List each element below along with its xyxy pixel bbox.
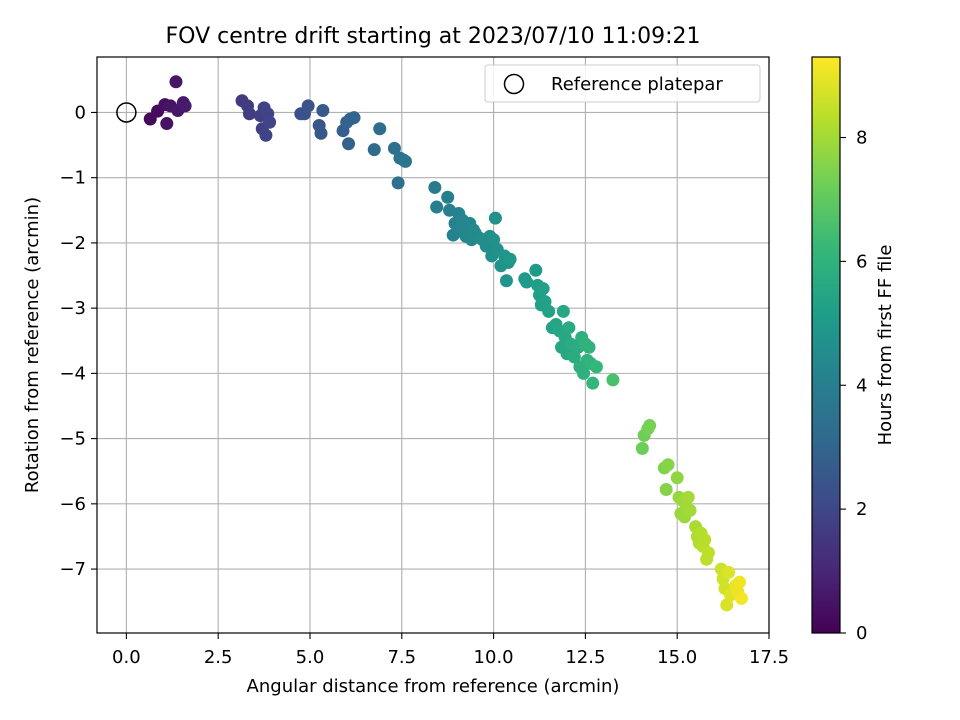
data-point [556, 304, 570, 318]
colorbar-ticks: 0 2 4 6 8 [840, 128, 867, 644]
data-point [314, 126, 328, 140]
data-point [659, 482, 673, 496]
colorbar-tick-label: 6 [856, 251, 867, 272]
y-tick-label: −2 [59, 233, 86, 254]
x-axis-label: Angular distance from reference (arcmin) [247, 676, 620, 697]
data-point [542, 304, 556, 318]
x-tick-label: 10.0 [474, 647, 514, 668]
data-point [661, 458, 675, 472]
y-axis-label: Rotation from reference (arcmin) [22, 197, 43, 493]
data-point [398, 154, 412, 168]
data-point [242, 107, 256, 121]
data-point [387, 141, 401, 155]
grid-lines [97, 57, 770, 633]
y-tick-label: −6 [59, 494, 86, 515]
x-tick-label: 7.5 [387, 647, 416, 668]
data-point [160, 117, 174, 131]
legend-entry-label: Reference platepar [551, 74, 723, 95]
colorbar-frame [811, 56, 841, 634]
x-tick-label: 15.0 [657, 647, 697, 668]
data-point [488, 211, 502, 225]
data-point [701, 546, 715, 560]
y-tick-label: −7 [59, 559, 86, 580]
data-point [567, 350, 581, 364]
y-tick-label: −3 [59, 298, 86, 319]
data-point [643, 419, 657, 433]
data-point [391, 176, 405, 190]
legend: Reference platepar [484, 64, 761, 103]
data-point [538, 295, 552, 309]
legend-marker-icon [503, 73, 525, 95]
data-point [316, 103, 330, 117]
data-point [536, 282, 550, 296]
data-point [720, 598, 734, 612]
data-point [529, 263, 543, 277]
data-point [606, 373, 620, 387]
data-point [734, 591, 748, 605]
legend-box [484, 64, 761, 103]
y-tick-label: −5 [59, 429, 86, 450]
data-point [722, 565, 736, 579]
data-point [259, 128, 273, 142]
chart-title: FOV centre drift starting at 2023/07/10 … [166, 24, 701, 49]
data-point [169, 75, 183, 89]
data-point [441, 190, 455, 204]
y-tick-label: 0 [75, 102, 86, 123]
colorbar-gradient [812, 57, 840, 633]
colorbar-tick-label: 4 [856, 375, 867, 396]
data-point [373, 122, 387, 136]
y-tick-label: −4 [59, 363, 86, 384]
plot-frame [96, 56, 770, 634]
data-point [347, 111, 361, 125]
data-point [577, 366, 591, 380]
data-point [499, 274, 513, 288]
data-point [733, 575, 747, 589]
data-point [670, 471, 684, 485]
data-point [698, 533, 712, 547]
data-point [503, 252, 517, 266]
data-point [430, 200, 444, 214]
data-point [589, 360, 603, 374]
data-point [520, 275, 534, 289]
x-tick-label: 0.0 [112, 647, 141, 668]
x-tick-label: 12.5 [565, 647, 605, 668]
data-point [683, 503, 697, 517]
data-point [342, 137, 356, 151]
y-axis-ticks: 0 −1 −2 −3 −4 −5 −6 −7 [59, 102, 97, 580]
x-tick-label: 5.0 [296, 647, 325, 668]
data-point [582, 340, 596, 354]
x-axis-ticks: 0.0 2.5 5.0 7.5 10.0 12.5 15.0 17.5 [112, 633, 789, 668]
x-tick-label: 2.5 [204, 647, 233, 668]
data-point [487, 233, 501, 247]
data-point [562, 321, 576, 335]
colorbar: 0 2 4 6 8 Hours from first FF file [811, 56, 896, 644]
data-points [143, 75, 748, 612]
x-tick-label: 17.5 [749, 647, 789, 668]
colorbar-tick-label: 2 [856, 499, 867, 520]
reference-platepar-marker [116, 102, 137, 123]
colorbar-tick-label: 8 [856, 128, 867, 149]
y-tick-label: −1 [59, 168, 86, 189]
data-point [367, 143, 381, 157]
colorbar-tick-label: 0 [856, 623, 867, 644]
data-point [586, 376, 600, 390]
data-point [428, 180, 442, 194]
data-point [178, 99, 192, 113]
data-point [263, 115, 277, 129]
data-point [301, 99, 315, 113]
data-point [635, 441, 649, 455]
data-point [681, 490, 695, 504]
colorbar-label: Hours from first FF file [875, 245, 896, 446]
